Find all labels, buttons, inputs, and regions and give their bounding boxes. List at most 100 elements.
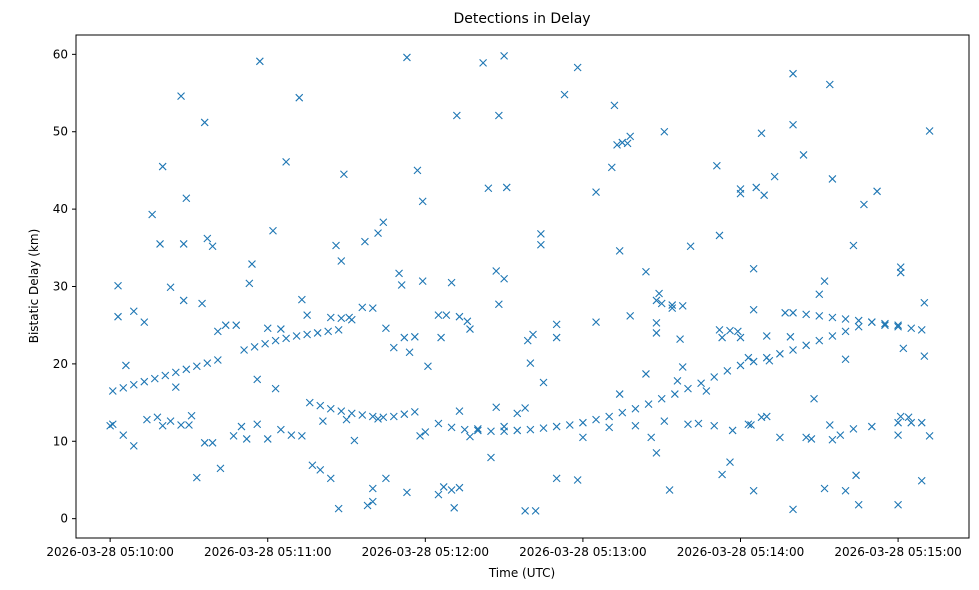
- data-point-marker: [213, 327, 222, 336]
- data-point-marker: [229, 431, 238, 440]
- data-point-marker: [799, 151, 808, 159]
- data-point-marker: [424, 362, 432, 371]
- data-point-marker: [403, 488, 411, 497]
- data-point-marker: [305, 398, 314, 407]
- y-tick-label: 0: [60, 512, 68, 526]
- data-point-marker: [492, 403, 501, 412]
- data-point-marker: [610, 101, 619, 110]
- data-point-marker: [867, 318, 876, 326]
- data-point-marker: [316, 401, 325, 410]
- data-point-marker: [607, 163, 616, 172]
- data-point-marker: [631, 404, 640, 413]
- data-point-marker: [752, 183, 761, 192]
- data-point-marker: [657, 299, 666, 308]
- data-point-marker: [198, 299, 206, 308]
- data-point-marker: [313, 329, 322, 337]
- data-point-marker: [108, 387, 117, 395]
- data-point-marker: [665, 486, 674, 494]
- y-tick-label: 50: [53, 125, 68, 139]
- data-point-marker: [668, 304, 677, 313]
- data-point-marker: [326, 474, 335, 483]
- data-point-marker: [158, 421, 167, 430]
- data-point-marker: [192, 473, 201, 482]
- data-point-marker: [642, 370, 650, 378]
- data-point-marker: [702, 387, 711, 395]
- data-point-marker: [324, 327, 333, 336]
- data-point-marker: [744, 353, 753, 362]
- data-point-marker: [660, 417, 669, 426]
- data-point-marker: [253, 375, 262, 384]
- data-point-marker: [820, 277, 829, 285]
- x-tick-label: 2026-03-28 05:13:00: [519, 545, 646, 559]
- data-point-marker: [579, 433, 587, 442]
- data-point-marker: [179, 296, 188, 305]
- data-point-marker: [216, 464, 225, 473]
- data-point-marker: [854, 500, 863, 509]
- data-point-marker: [757, 129, 766, 138]
- data-point-marker: [789, 120, 797, 129]
- data-point-marker: [208, 438, 217, 447]
- data-point-marker: [494, 300, 503, 309]
- data-point-marker: [579, 418, 587, 427]
- data-point-marker: [920, 352, 929, 361]
- data-point-marker: [447, 278, 456, 287]
- data-point-marker: [776, 433, 784, 442]
- data-point-marker: [789, 69, 797, 78]
- data-point-marker: [749, 486, 758, 495]
- data-point-marker: [455, 407, 464, 415]
- data-point-marker: [615, 247, 624, 255]
- data-point-marker: [208, 242, 217, 251]
- data-point-marker: [762, 332, 771, 340]
- data-point-marker: [896, 412, 905, 421]
- data-point-marker: [815, 290, 824, 299]
- data-point-marker: [828, 435, 837, 444]
- data-point-marker: [521, 507, 530, 515]
- data-point-marker: [261, 339, 269, 348]
- data-point-marker: [334, 325, 343, 334]
- data-point-marker: [500, 274, 509, 283]
- data-point-marker: [237, 422, 246, 431]
- data-point-marker: [177, 421, 185, 429]
- data-point-marker: [452, 111, 461, 120]
- data-point-marker: [573, 63, 582, 72]
- data-point-marker: [894, 321, 902, 330]
- data-point-marker: [395, 269, 403, 278]
- data-point-marker: [182, 365, 191, 374]
- data-point-marker: [450, 503, 459, 512]
- data-point-marker: [240, 346, 248, 354]
- data-point-marker: [447, 486, 456, 494]
- data-point-marker: [917, 418, 926, 427]
- data-point-marker: [815, 336, 824, 345]
- data-point-marker: [925, 127, 934, 135]
- data-point-marker: [907, 324, 916, 333]
- data-point-marker: [710, 421, 719, 430]
- data-point-marker: [899, 344, 908, 353]
- data-point-marker: [500, 422, 509, 431]
- data-point-marker: [332, 241, 340, 250]
- data-point-marker: [297, 431, 306, 440]
- data-point-marker: [760, 191, 769, 200]
- data-point-marker: [269, 226, 277, 235]
- data-point-marker: [560, 90, 569, 99]
- data-point-marker: [841, 315, 850, 323]
- data-point-marker: [479, 58, 487, 67]
- y-tick-label: 20: [53, 357, 68, 371]
- data-point-marker: [337, 407, 346, 415]
- data-point-marker: [347, 409, 356, 418]
- data-point-marker: [276, 425, 285, 434]
- data-point-marker: [592, 318, 600, 326]
- data-point-marker: [526, 359, 535, 367]
- data-point-marker: [825, 80, 834, 89]
- data-point-marker: [626, 312, 635, 320]
- data-point-marker: [762, 412, 771, 421]
- data-point-marker: [749, 357, 758, 366]
- data-point-marker: [434, 419, 443, 428]
- data-point-marker: [287, 431, 296, 439]
- data-point-marker: [242, 435, 251, 443]
- data-point-marker: [418, 197, 427, 206]
- data-point-marker: [655, 289, 663, 298]
- data-point-marker: [789, 346, 797, 354]
- data-point-marker: [248, 260, 256, 268]
- data-point-marker: [907, 418, 916, 427]
- data-point-marker: [776, 349, 784, 358]
